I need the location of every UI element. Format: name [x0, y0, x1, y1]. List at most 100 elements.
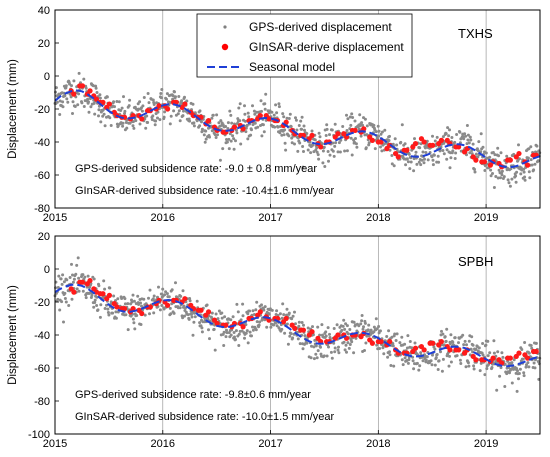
gps-point	[377, 325, 381, 328]
insar-points	[68, 277, 539, 366]
gps-point	[349, 123, 353, 127]
gps-point	[395, 143, 399, 147]
gps-point	[172, 109, 176, 113]
gps-point	[530, 346, 534, 350]
insar-point	[205, 309, 212, 315]
gps-point	[188, 119, 192, 123]
gps-point	[153, 123, 157, 127]
gps-point	[495, 388, 499, 392]
insar-point	[456, 347, 462, 353]
gps-point	[408, 167, 412, 171]
gps-point	[308, 140, 312, 144]
gps-point	[108, 286, 112, 290]
gps-point	[490, 366, 494, 369]
gps-point	[383, 128, 387, 132]
gps-point	[517, 157, 521, 161]
gps-point	[479, 132, 483, 136]
gps-point	[82, 77, 86, 81]
gps-point	[159, 292, 163, 296]
gps-point	[410, 346, 414, 350]
gps-point	[234, 338, 237, 341]
gps-point	[363, 321, 367, 325]
gps-point	[132, 321, 136, 325]
gps-point	[71, 100, 75, 104]
gps-point	[516, 369, 519, 373]
gps-point	[187, 317, 191, 321]
gps-point	[387, 139, 391, 142]
gps-point	[329, 350, 333, 354]
gps-point	[239, 142, 243, 146]
insar-point	[106, 101, 113, 107]
gps-point	[276, 125, 280, 129]
gps-point	[224, 125, 228, 128]
gps-point	[369, 328, 373, 332]
gps-point	[492, 351, 496, 355]
gps-point	[421, 150, 425, 154]
y-tick-label: -40	[34, 137, 50, 149]
insar-point	[300, 327, 307, 333]
gps-point	[496, 350, 500, 354]
gps-point	[305, 132, 309, 135]
gps-point	[253, 121, 257, 125]
gps-point	[359, 134, 363, 138]
insar-point	[481, 159, 488, 165]
gps-point	[152, 294, 156, 298]
gps-point	[357, 324, 361, 328]
gps-point	[218, 158, 222, 162]
insar-point	[71, 289, 77, 295]
gps-point	[244, 331, 248, 335]
gps-point	[176, 112, 180, 116]
gps-point	[272, 113, 276, 117]
gps-point	[503, 385, 507, 388]
x-tick-label: 2017	[258, 438, 282, 450]
y-tick-label: 20	[38, 38, 50, 50]
gps-point	[275, 111, 279, 115]
gps-point	[140, 109, 144, 113]
gps-point	[343, 149, 347, 153]
insar-point	[369, 340, 376, 346]
gps-point	[107, 313, 111, 317]
insar-point	[165, 106, 171, 112]
gps-point	[168, 122, 172, 126]
gps-point	[316, 153, 320, 157]
gps-point	[61, 100, 65, 104]
gps-point	[400, 123, 404, 127]
gps-point	[124, 121, 128, 124]
gps-point	[259, 99, 263, 103]
gps-point	[412, 367, 416, 371]
gps-point	[310, 129, 314, 133]
gps-point	[418, 364, 422, 368]
gps-point	[93, 301, 97, 304]
gps-point	[248, 309, 252, 313]
gps-point	[430, 363, 434, 367]
gps-point	[94, 86, 98, 90]
gps-point	[514, 180, 518, 184]
gps-point	[282, 115, 286, 119]
insar-point	[421, 139, 427, 145]
gps-point	[406, 361, 410, 365]
gps-point	[497, 168, 501, 172]
gps-point	[444, 132, 448, 136]
insar-point	[387, 339, 393, 345]
gps-point	[442, 152, 446, 156]
gps-point	[208, 135, 211, 139]
gps-point	[246, 137, 250, 141]
gps-point	[347, 346, 351, 350]
insar-point	[335, 131, 341, 137]
gps-point	[501, 355, 505, 359]
gps-point	[63, 297, 67, 300]
gps-point	[160, 304, 164, 307]
gps-point	[372, 330, 376, 334]
gps-point	[112, 294, 116, 298]
y-tick-label: -80	[34, 396, 50, 408]
insar-point	[100, 99, 106, 105]
gps-point	[66, 100, 70, 104]
gps-point	[441, 135, 445, 139]
gps-point	[364, 146, 368, 150]
gps-point	[253, 112, 257, 116]
gps-point	[121, 124, 125, 128]
gps-point	[203, 140, 207, 144]
gps-point	[315, 150, 319, 154]
gps-point	[437, 359, 441, 363]
